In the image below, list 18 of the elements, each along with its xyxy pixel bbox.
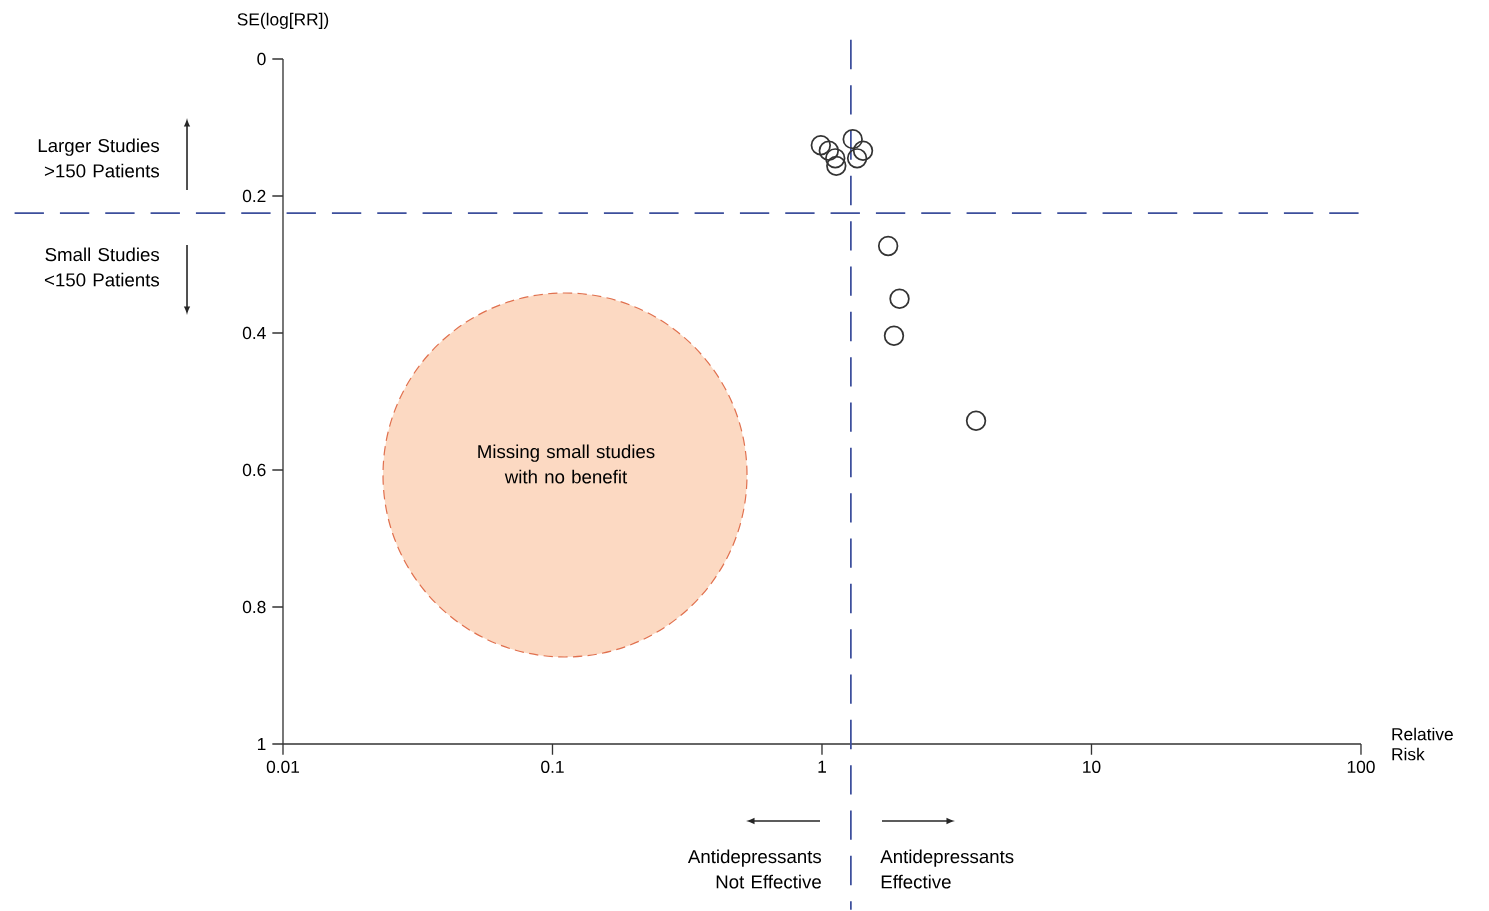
x-axis-title: Relative Risk (1392, 727, 1453, 761)
y-tick-label: 0.8 (242, 601, 266, 614)
y-axis-title: SE(log[RR]) (237, 12, 329, 30)
x-tick-label: 1 (818, 760, 826, 773)
text: Small Studies <150 Patients (44, 247, 160, 287)
y-tick-label: 0.6 (242, 464, 266, 477)
text: Antidepressants Effective (880, 849, 1014, 889)
text: Antidepressants Not Effective (687, 849, 822, 889)
annotation: Missing small studies with no benefit (478, 444, 655, 484)
y-tick-label: 0 (257, 53, 266, 66)
x-tick-label: 0.1 (541, 760, 564, 774)
x-tick-label: 0.01 (266, 760, 300, 774)
text: Larger Studies >150 Patients (38, 138, 160, 178)
y-tick-label: 0.2 (242, 190, 266, 203)
y-tick-label: 0.4 (242, 327, 266, 340)
x-tick-label: 10 (1083, 760, 1101, 774)
x-tick-label: 100 (1347, 760, 1375, 774)
y-tick-label: 1 (257, 738, 266, 751)
